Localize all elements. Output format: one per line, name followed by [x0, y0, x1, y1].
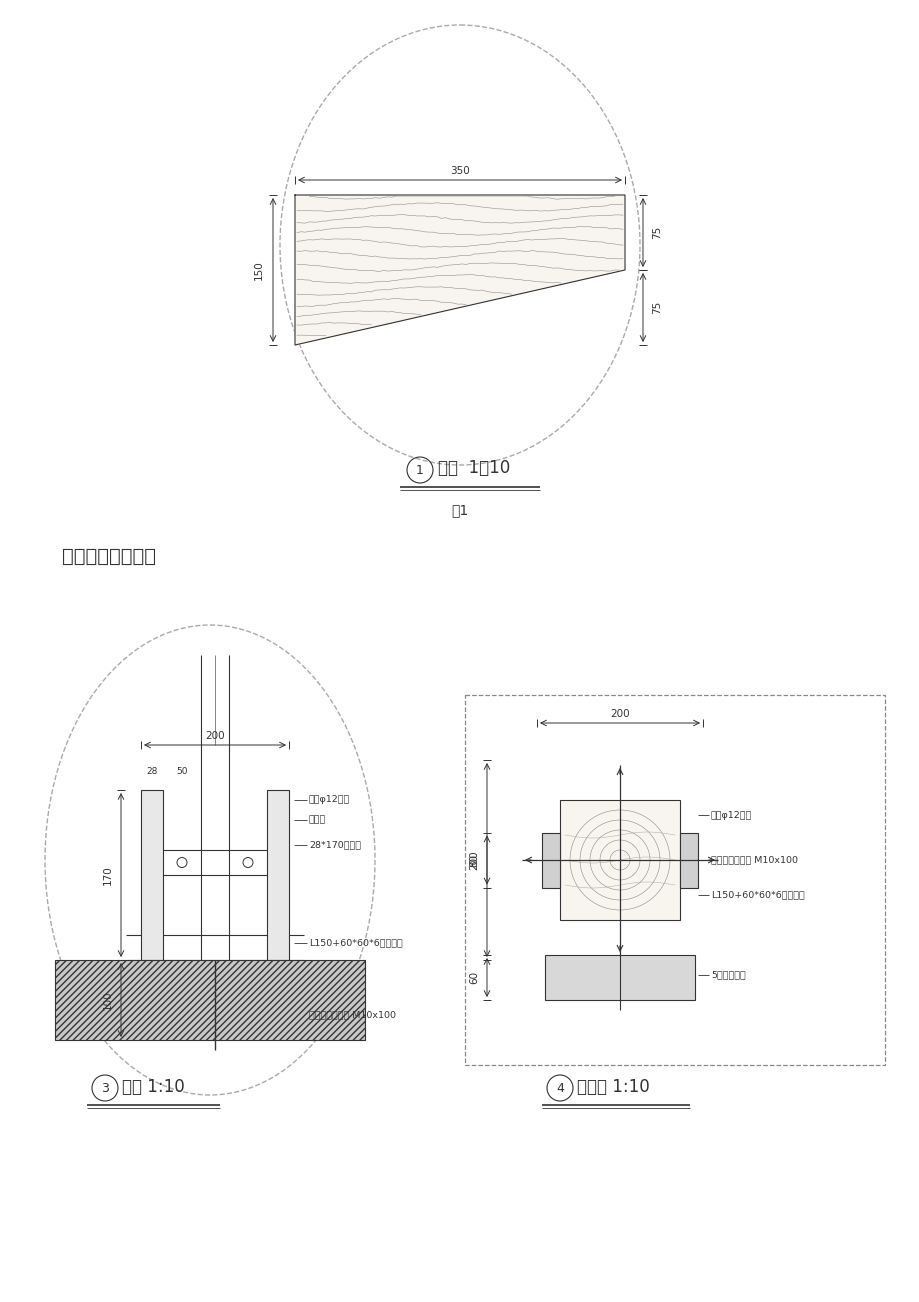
Text: 200: 200 — [205, 730, 224, 741]
Polygon shape — [267, 790, 289, 960]
Text: 自攻钉: 自攻钉 — [309, 815, 326, 824]
Text: 4: 4 — [555, 1082, 563, 1095]
Bar — [464, 695, 884, 1065]
Text: 5厘防裂槽口: 5厘防裂槽口 — [710, 970, 745, 979]
Polygon shape — [544, 954, 694, 1000]
Polygon shape — [679, 832, 698, 888]
Text: 200: 200 — [609, 710, 630, 719]
Text: 3: 3 — [101, 1082, 108, 1095]
Polygon shape — [141, 790, 163, 960]
Text: 详图  1：10: 详图 1：10 — [437, 460, 510, 477]
Text: 75: 75 — [652, 225, 662, 240]
Text: 双头φ12螺栓: 双头φ12螺栓 — [710, 811, 752, 819]
Text: 剖面图 1:10: 剖面图 1:10 — [576, 1078, 649, 1096]
Text: 75: 75 — [652, 301, 662, 314]
Polygon shape — [295, 195, 624, 345]
Text: 做法大样图如下：: 做法大样图如下： — [62, 547, 156, 565]
Text: 详图 1:10: 详图 1:10 — [122, 1078, 185, 1096]
Text: 50: 50 — [176, 767, 187, 776]
Text: 60: 60 — [469, 971, 479, 984]
Polygon shape — [560, 799, 679, 921]
Text: 图1: 图1 — [451, 503, 468, 517]
Text: 1: 1 — [415, 464, 424, 477]
Bar — [55, 960, 365, 1040]
Text: 100: 100 — [103, 991, 113, 1010]
Text: 350: 350 — [449, 165, 470, 176]
Text: 150: 150 — [254, 260, 264, 280]
Polygon shape — [541, 832, 560, 888]
Text: 80: 80 — [469, 853, 479, 867]
Text: 不锈钢膨胀螺栓 M10x100: 不锈钢膨胀螺栓 M10x100 — [710, 855, 797, 865]
Text: 双头φ12螺栓: 双头φ12螺栓 — [309, 796, 350, 805]
Text: 28: 28 — [146, 767, 157, 776]
Text: 170: 170 — [103, 865, 113, 885]
Text: L150+60*60*6镀锌角码: L150+60*60*6镀锌角码 — [309, 939, 403, 948]
Text: L150+60*60*6镀锌角码: L150+60*60*6镀锌角码 — [710, 891, 804, 900]
Text: 200: 200 — [469, 850, 479, 870]
Text: 不锈钢膨胀螺栓 M10x100: 不锈钢膨胀螺栓 M10x100 — [309, 1010, 395, 1019]
Text: 28*170封边板: 28*170封边板 — [309, 841, 360, 849]
